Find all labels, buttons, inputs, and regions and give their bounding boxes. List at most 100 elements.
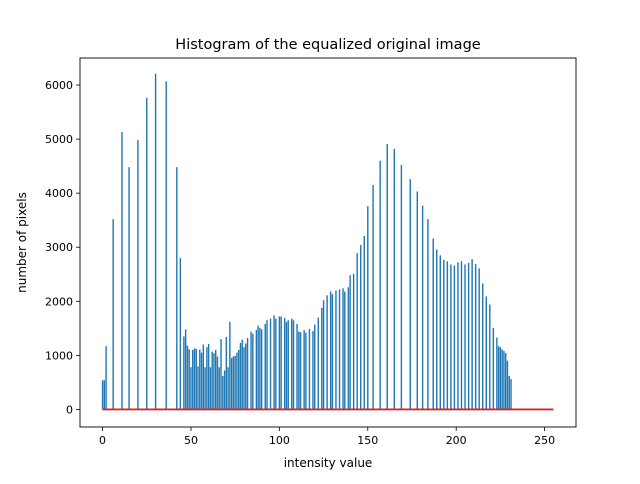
histogram-bar bbox=[230, 358, 233, 410]
histogram-bar bbox=[314, 324, 316, 410]
histogram-bar bbox=[482, 283, 484, 410]
histogram-bar bbox=[260, 329, 263, 410]
histogram-bar bbox=[280, 316, 282, 410]
histogram-bar bbox=[299, 332, 302, 410]
histogram-bar bbox=[506, 360, 509, 410]
histogram-bar bbox=[206, 347, 208, 410]
histogram-bar bbox=[225, 336, 228, 410]
x-tick-label: 100 bbox=[269, 434, 290, 447]
histogram-bar bbox=[508, 375, 510, 410]
histogram-bar bbox=[186, 345, 189, 410]
histogram-bar bbox=[211, 351, 213, 410]
histogram-bar bbox=[356, 253, 358, 410]
histogram-bar bbox=[510, 379, 512, 410]
x-tick-label: 200 bbox=[446, 434, 467, 447]
histogram-bar bbox=[474, 263, 477, 410]
histogram-bar bbox=[264, 324, 266, 410]
histogram-bar bbox=[266, 320, 268, 410]
histogram-bar bbox=[496, 337, 498, 410]
histogram-bar bbox=[349, 275, 351, 410]
histogram-bar bbox=[255, 329, 258, 410]
x-tick-label: 150 bbox=[357, 434, 378, 447]
x-tick-label: 0 bbox=[99, 434, 106, 447]
histogram-bar bbox=[443, 259, 445, 410]
histogram-bar bbox=[505, 353, 507, 410]
histogram-bar bbox=[146, 98, 148, 410]
histogram-bar bbox=[121, 132, 123, 410]
histogram-bar bbox=[176, 167, 178, 410]
histogram-bar bbox=[193, 348, 196, 410]
histogram-bar bbox=[291, 318, 293, 410]
y-tick-label: 1000 bbox=[45, 349, 73, 362]
histogram-bar bbox=[238, 349, 240, 410]
histogram-bar bbox=[215, 349, 217, 410]
histogram-bar bbox=[165, 81, 167, 410]
chart-title: Histogram of the equalized original imag… bbox=[175, 37, 480, 53]
histogram-bar bbox=[386, 143, 388, 410]
histogram-bar bbox=[222, 375, 224, 410]
histogram-bar bbox=[497, 346, 500, 410]
histogram-bar bbox=[298, 331, 300, 410]
histogram-bar bbox=[246, 338, 249, 410]
histogram-bar bbox=[241, 339, 243, 410]
histogram-bar bbox=[218, 367, 220, 410]
histogram-bar bbox=[213, 353, 215, 410]
histogram-bar bbox=[342, 288, 344, 410]
histogram-bar bbox=[460, 261, 463, 410]
histogram-bar bbox=[331, 294, 334, 410]
histogram-bar bbox=[103, 380, 106, 410]
histogram-bar bbox=[409, 179, 411, 410]
histogram-bar bbox=[393, 148, 396, 410]
histogram-bar bbox=[305, 332, 307, 410]
histogram-bar bbox=[183, 336, 185, 410]
histogram-bar bbox=[278, 316, 281, 410]
histogram-bar bbox=[250, 331, 252, 410]
histogram-bar bbox=[232, 356, 235, 410]
histogram-bar bbox=[229, 321, 231, 410]
histogram-bar bbox=[285, 321, 288, 410]
y-tick-label: 2000 bbox=[45, 295, 73, 308]
histogram-bar bbox=[275, 318, 277, 410]
histogram-bar bbox=[492, 327, 495, 410]
histogram-bar bbox=[273, 315, 275, 410]
histogram-bar bbox=[416, 191, 418, 410]
histogram-bar bbox=[338, 289, 341, 410]
histogram-bar bbox=[436, 249, 438, 410]
histogram-bar bbox=[216, 356, 219, 410]
histogram-bar bbox=[421, 205, 424, 410]
histogram-bar bbox=[326, 295, 328, 410]
histogram-bar bbox=[322, 300, 325, 410]
histogram-bar bbox=[269, 318, 272, 410]
histogram-bar bbox=[329, 291, 332, 410]
histogram-bar bbox=[321, 307, 323, 410]
histogram-bar bbox=[190, 367, 192, 410]
histogram-bar bbox=[200, 352, 203, 410]
histogram-bar bbox=[220, 339, 222, 410]
histogram-bar bbox=[252, 333, 254, 410]
histogram-bar bbox=[137, 140, 139, 410]
x-tick-label: 250 bbox=[534, 434, 555, 447]
y-axis-ticks: 0 1000 2000 3000 4000 5000 6000 bbox=[45, 79, 80, 416]
histogram-bar bbox=[199, 349, 201, 410]
histogram-bar bbox=[450, 264, 452, 410]
histogram-bar bbox=[184, 329, 187, 410]
x-axis-label: intensity value bbox=[284, 456, 373, 470]
histogram-bar bbox=[499, 347, 502, 410]
histogram-bar bbox=[101, 380, 104, 410]
y-axis-label: number of pixels bbox=[15, 192, 29, 293]
histogram-bar bbox=[283, 318, 286, 410]
histogram-bar bbox=[360, 245, 362, 410]
histogram-bar bbox=[209, 367, 212, 410]
histogram-bar bbox=[154, 73, 157, 410]
histogram-bar bbox=[287, 320, 289, 410]
histogram-bar bbox=[446, 261, 449, 410]
bar-series bbox=[101, 73, 512, 410]
histogram-bar bbox=[179, 258, 182, 410]
histogram-bar bbox=[207, 344, 210, 410]
y-tick-label: 6000 bbox=[45, 79, 73, 92]
histogram-bar bbox=[352, 273, 355, 410]
histogram-bar bbox=[363, 235, 365, 410]
histogram-bar bbox=[112, 219, 114, 410]
histogram-bar bbox=[347, 287, 350, 410]
histogram-bar bbox=[105, 346, 107, 410]
